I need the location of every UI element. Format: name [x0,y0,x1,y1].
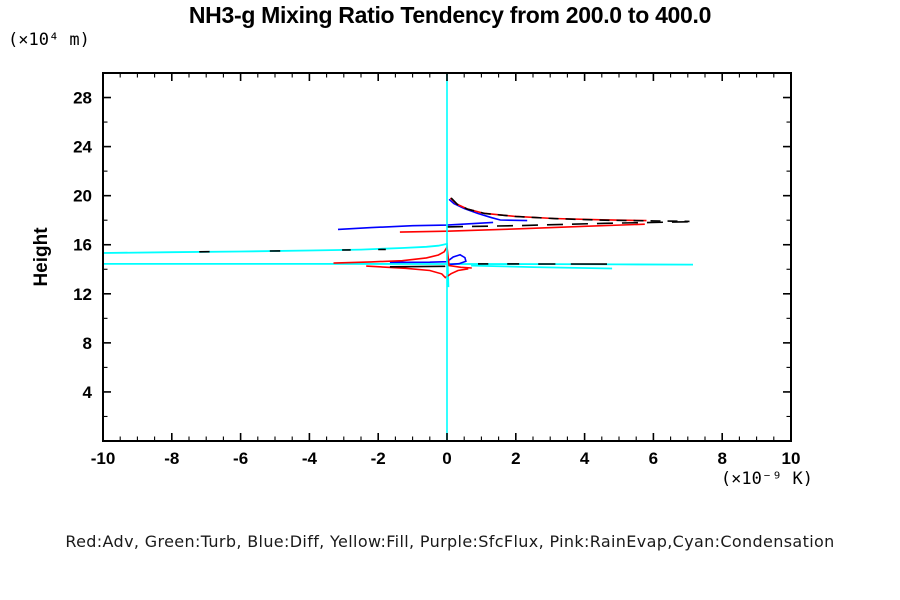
series-condensation [102,242,450,288]
series-condensation [103,262,694,266]
y-tick-label: 8 [83,334,92,353]
series-adv [399,223,645,233]
legend-text: Red:Adv, Green:Turb, Blue:Diff, Yellow:F… [65,532,835,551]
x-tick-label: 0 [442,449,451,468]
series-diff [389,253,467,266]
series-total-unlabeled-black [389,265,446,268]
x-tick-label: -8 [164,449,179,468]
series-adv [449,197,647,222]
x-tick-label: 8 [717,449,726,468]
y-axis-units-label: (×10⁴ m) [8,30,90,50]
x-tick-label: -10 [91,449,116,468]
x-tick-label: 10 [782,449,801,468]
y-tick-label: 28 [73,89,92,108]
x-tick-label: 4 [580,449,590,468]
series-total-unlabeled-black [450,197,690,223]
y-tick-label: 12 [73,285,92,304]
series-adv [366,265,469,279]
x-tick-label: 6 [649,449,658,468]
y-axis-title: Height [31,227,52,287]
chart-title: NH3-g Mixing Ratio Tendency from 200.0 t… [188,2,712,28]
y-tick-label: 4 [83,383,93,402]
plot-area: -10 -8 -6 -4 -2 0 2 4 6 8 10 4 8 12 16 20 24 28 [60,50,850,480]
series-diff [448,198,528,222]
x-tick-label: 2 [511,449,520,468]
y-tick-label: 20 [73,187,92,206]
x-axis-units-label: (×10⁻⁹ K) [720,469,813,489]
x-tick-label: -2 [371,449,386,468]
series-condensation [471,264,613,270]
y-tick-label: 16 [73,236,92,255]
series-diff [337,221,494,231]
y-tick-label: 24 [73,138,92,157]
x-tick-label: -6 [233,449,248,468]
series-total-unlabeled-black [446,221,688,228]
series-adv [333,244,472,269]
x-tick-label: -4 [302,449,318,468]
